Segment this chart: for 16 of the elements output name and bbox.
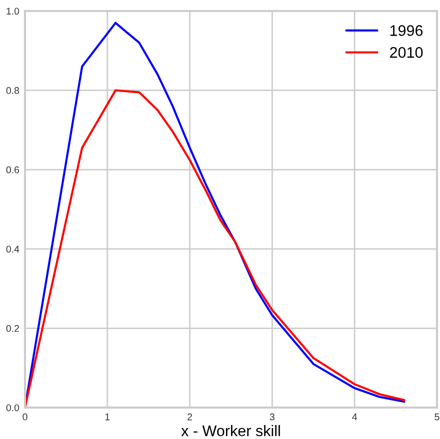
line-series <box>25 89 406 408</box>
y-tick-label: 0.4 <box>6 246 20 253</box>
x-tick-label: 0 <box>22 413 28 420</box>
x-tick-label: 1 <box>105 414 110 420</box>
y-tick-label: 0.2 <box>6 325 19 332</box>
y-tick-label: 1.0 <box>6 8 20 15</box>
x-axis-title: x - Worker skill <box>181 424 280 436</box>
x-tick-label: 4 <box>352 414 358 420</box>
x-tick-label: 5 <box>434 414 440 420</box>
y-tick-label: 0.6 <box>6 166 20 174</box>
legend-label: 2010 <box>390 47 423 58</box>
y-tick-label: 0.0 <box>6 404 20 412</box>
y-tick-label: 0.8 <box>6 87 20 94</box>
x-tick-label: 3 <box>270 413 274 420</box>
x-tick-label: 2 <box>188 413 192 420</box>
legend-label: 1996 <box>390 25 423 36</box>
